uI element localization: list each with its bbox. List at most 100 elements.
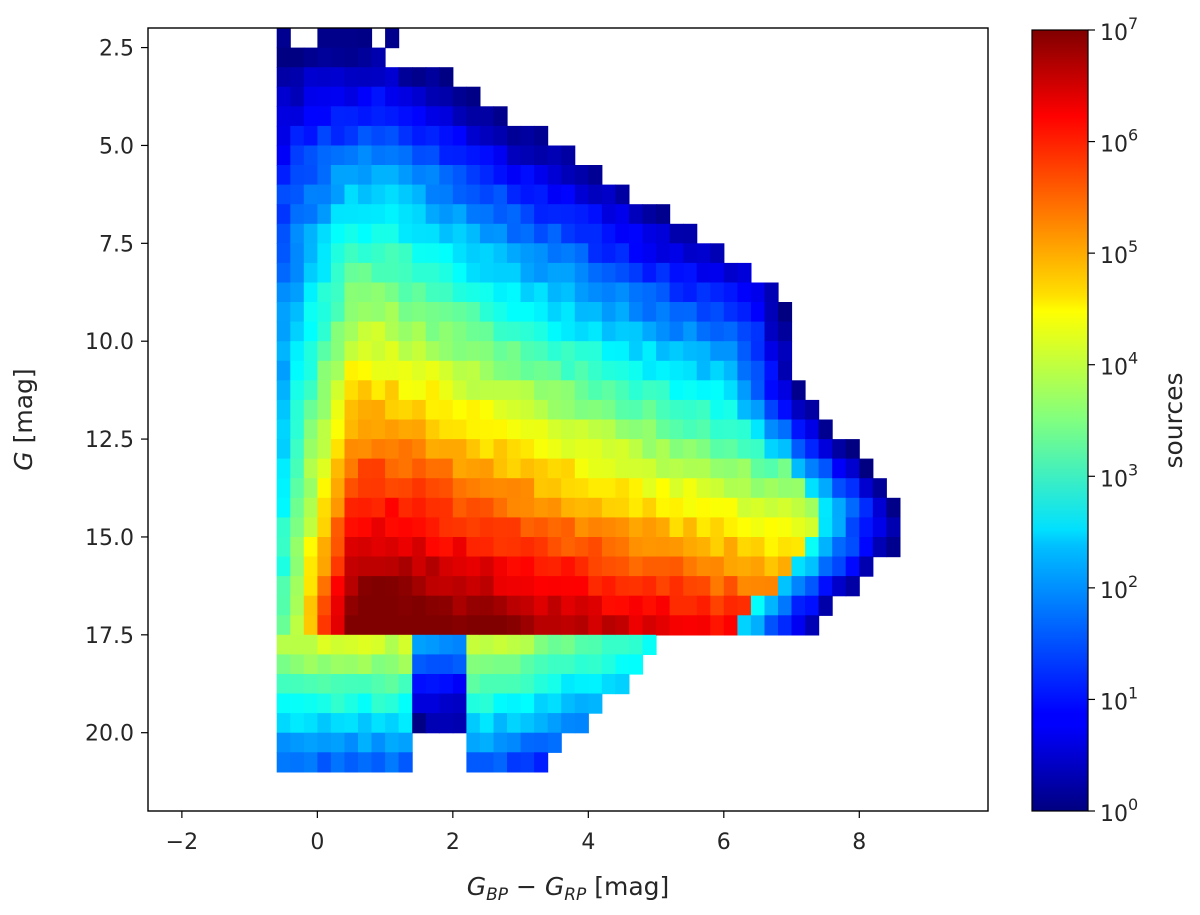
- heatmap-cell: [466, 399, 481, 421]
- heatmap-cell: [778, 321, 793, 342]
- heatmap-cell: [276, 204, 291, 225]
- heatmap-cell: [398, 262, 413, 284]
- heatmap-cell: [750, 615, 765, 636]
- heatmap-cell: [656, 243, 671, 264]
- heatmap-cell: [683, 458, 698, 479]
- heatmap-cell: [466, 634, 481, 655]
- heatmap-cell: [425, 458, 440, 479]
- heatmap-cell: [466, 595, 481, 616]
- heatmap-cell: [358, 262, 373, 284]
- heatmap-cell: [750, 576, 765, 597]
- heatmap-cell: [412, 282, 427, 303]
- heatmap-cell: [601, 674, 616, 695]
- heatmap-cell: [683, 615, 698, 636]
- heatmap-cell: [669, 341, 684, 362]
- heatmap-cell: [466, 693, 481, 714]
- heatmap-cell: [385, 713, 400, 734]
- heatmap-cell: [290, 458, 305, 479]
- heatmap-cell: [507, 165, 522, 186]
- heatmap-cell: [615, 419, 630, 440]
- heatmap-cell: [520, 165, 535, 186]
- heatmap-cell: [398, 478, 413, 499]
- colorbar-tick-label: 102: [1100, 572, 1138, 604]
- heatmap-cell: [669, 419, 684, 440]
- heatmap-cell: [723, 262, 738, 284]
- heatmap-cell: [534, 674, 549, 695]
- heatmap-cell: [317, 204, 332, 225]
- heatmap-cell: [303, 204, 318, 225]
- heatmap-cell: [290, 86, 305, 107]
- heatmap-cell: [303, 497, 318, 518]
- heatmap-cell: [710, 243, 725, 264]
- heatmap-cell: [629, 243, 644, 264]
- heatmap-cell: [778, 439, 793, 460]
- heatmap-cell: [330, 243, 345, 264]
- heatmap-cell: [317, 674, 332, 695]
- heatmap-cell: [534, 497, 549, 518]
- heatmap-cell: [710, 302, 725, 323]
- heatmap-cell: [439, 615, 454, 636]
- heatmap-cell: [344, 576, 359, 597]
- heatmap-cell: [466, 576, 481, 597]
- heatmap-cell: [303, 106, 318, 127]
- heatmap-cell: [466, 380, 481, 401]
- heatmap-cell: [669, 497, 684, 518]
- heatmap-cell: [629, 556, 644, 577]
- heatmap-cell: [398, 732, 413, 753]
- heatmap-cell: [507, 615, 522, 636]
- heatmap-cell: [344, 243, 359, 264]
- heatmap-cell: [493, 478, 508, 499]
- heatmap-cell: [425, 497, 440, 518]
- heatmap-cell: [805, 537, 820, 558]
- heatmap-cell: [371, 537, 386, 558]
- heatmap-cell: [642, 497, 657, 518]
- heatmap-cell: [330, 282, 345, 303]
- heatmap-cell: [452, 478, 467, 499]
- heatmap-cell: [683, 262, 698, 284]
- heatmap-cell: [303, 693, 318, 714]
- heatmap-cell: [588, 243, 603, 264]
- heatmap-cell: [290, 399, 305, 421]
- heatmap-cell: [750, 302, 765, 323]
- heatmap-cell: [764, 380, 779, 401]
- heatmap-cell: [561, 439, 576, 460]
- heatmap-cell: [317, 165, 332, 186]
- heatmap-cell: [344, 341, 359, 362]
- heatmap-cell: [493, 262, 508, 284]
- heatmap-cell: [412, 302, 427, 323]
- heatmap-cell: [588, 674, 603, 695]
- heatmap-cell: [479, 262, 494, 284]
- heatmap-cell: [683, 360, 698, 381]
- heatmap-cell: [872, 478, 887, 499]
- heatmap-cell: [601, 223, 616, 244]
- heatmap-cell: [629, 458, 644, 479]
- heatmap-cell: [303, 556, 318, 577]
- heatmap-cell: [425, 341, 440, 362]
- heatmap-cell: [398, 341, 413, 362]
- heatmap-cell: [425, 615, 440, 636]
- heatmap-cell: [398, 458, 413, 479]
- heatmap-cell: [412, 478, 427, 499]
- heatmap-cell: [791, 458, 806, 479]
- heatmap-cell: [317, 67, 332, 88]
- heatmap-cell: [642, 556, 657, 577]
- heatmap-cell: [615, 399, 630, 421]
- heatmap-cell: [398, 399, 413, 421]
- heatmap-cell: [412, 654, 427, 675]
- heatmap-cell: [656, 262, 671, 284]
- heatmap-cell: [588, 360, 603, 381]
- plot-frame: [147, 27, 989, 812]
- heatmap-cell: [466, 517, 481, 538]
- heatmap-cell: [737, 517, 752, 538]
- heatmap-cell: [547, 478, 562, 499]
- heatmap-cell: [737, 439, 752, 460]
- heatmap-cell: [385, 615, 400, 636]
- heatmap-cell: [276, 634, 291, 655]
- heatmap-cell: [385, 184, 400, 205]
- heatmap-cell: [493, 615, 508, 636]
- heatmap-cell: [778, 556, 793, 577]
- heatmap-cell: [479, 184, 494, 205]
- heatmap-cell: [452, 341, 467, 362]
- heatmap-cell: [330, 86, 345, 107]
- heatmap-cell: [520, 654, 535, 675]
